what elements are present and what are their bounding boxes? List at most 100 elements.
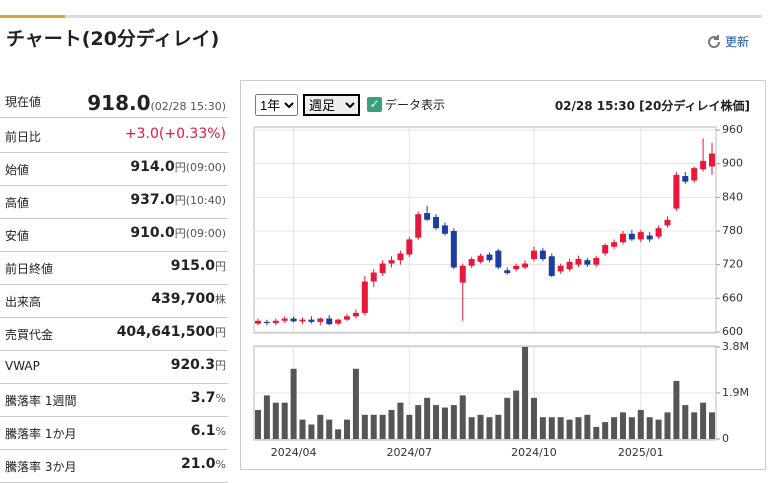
row-value: 937.0 [130, 192, 175, 208]
plot-frame [253, 126, 717, 334]
volume-bar [370, 414, 377, 439]
candle-body [370, 272, 377, 282]
volume-bar [326, 419, 333, 439]
candle-body [397, 253, 404, 261]
candle-body [290, 318, 297, 322]
row-value: 6.1 [190, 423, 216, 439]
refresh-icon [708, 34, 721, 48]
volume-bar [433, 405, 440, 439]
volume-bar [664, 412, 671, 439]
volume-bar [602, 422, 609, 439]
volume-bar [530, 397, 537, 439]
volume-bar [646, 417, 653, 439]
interval-select[interactable]: 週足 [303, 94, 360, 116]
candle-body [441, 225, 448, 234]
x-tick-label: 2024/07 [386, 446, 432, 459]
row-unit: 円 [174, 161, 186, 174]
y-tick-label: 960 [722, 123, 743, 136]
quote-row: 高値 937.0円(10:40) [0, 185, 228, 219]
volume-bar [557, 417, 564, 439]
refresh-button[interactable]: 更新 [706, 33, 749, 50]
row-value: +3.0(+0.33%) [124, 126, 226, 142]
candle-body [700, 160, 707, 170]
row-value-group: 937.0円(10:40) [130, 192, 226, 208]
row-unit: % [215, 425, 226, 438]
row-label: 高値 [5, 196, 30, 210]
volume-bar [388, 409, 395, 439]
volume-bar [575, 417, 582, 439]
period-select[interactable]: 1年 [255, 94, 298, 116]
row-value-group: 6.1% [191, 423, 226, 439]
quote-row: 出来高 439,700株 [0, 284, 228, 318]
candle-body [272, 320, 279, 324]
candle-body [566, 261, 573, 270]
row-unit: 円 [174, 194, 186, 207]
row-value-group: 439,700株 [151, 291, 226, 307]
candle-body [335, 319, 342, 324]
y-tick-label: 900 [722, 157, 743, 170]
volume-bar [272, 402, 279, 439]
quote-row: 安値 910.0円(09:00) [0, 218, 228, 252]
data-toggle[interactable]: ✓ データ表示 [367, 96, 445, 113]
candle-body [575, 259, 582, 265]
volume-bar [655, 419, 662, 439]
row-value-group: +3.0(+0.33%) [125, 126, 226, 142]
candle-body [602, 245, 609, 254]
volume-bar [424, 397, 431, 439]
volume-bar [628, 417, 635, 439]
quote-row: 前日比 +3.0(+0.33%) [0, 119, 228, 153]
candle-body [495, 250, 502, 268]
volume-bar [308, 424, 315, 439]
row-label: 現在値 [5, 95, 42, 109]
quote-row: VWAP 920.3円 [0, 350, 228, 384]
x-tick-label: 2025/01 [618, 446, 664, 459]
volume-bar [255, 409, 261, 439]
candle-body [317, 318, 324, 322]
row-label: VWAP [5, 359, 40, 373]
volume-bar [513, 390, 520, 439]
candle-body [433, 216, 440, 229]
row-value: 439,700 [151, 291, 215, 307]
x-tick-label: 2024/04 [271, 446, 317, 459]
volume-bar [397, 402, 404, 439]
candle-body [682, 176, 689, 182]
volume-bar [682, 405, 689, 439]
candle-body [513, 265, 520, 270]
y-tick-label: 600 [722, 325, 743, 338]
row-value-group: 3.7% [191, 390, 226, 406]
volume-bar [611, 417, 618, 439]
candle-body [379, 263, 386, 274]
candle-body [263, 321, 270, 324]
candle-body [344, 316, 351, 320]
volume-bar [495, 414, 502, 439]
candle-body [548, 256, 555, 276]
data-toggle-label: データ表示 [385, 98, 446, 112]
page: チャート(20分ディレイ) 更新 現在値 918.0(02/28 15:30) 前日… [0, 15, 766, 483]
candle-body [691, 168, 698, 181]
chart: 600 660 720 780 840 900 960 0 1.9M 3.8M 2024/04 202… [253, 123, 749, 459]
volume-bar [584, 414, 591, 439]
candle-body [415, 214, 422, 238]
candle-body [655, 228, 662, 237]
row-note: (09:00) [185, 161, 226, 174]
quote-row: 前日終値 915.0円 [0, 251, 228, 285]
candle-body [255, 320, 261, 324]
volume-bar [504, 397, 511, 439]
volume-bar [415, 405, 422, 439]
row-label: 前日比 [5, 130, 42, 144]
row-value: 914.0 [130, 159, 175, 175]
row-note: (09:00) [185, 227, 226, 240]
candle-body [637, 232, 644, 240]
row-value: 910.0 [130, 225, 175, 241]
volume-bar [352, 368, 359, 439]
candle-body [530, 250, 537, 260]
row-value: 920.3 [170, 357, 215, 373]
row-label: 出来高 [5, 295, 42, 309]
volume-bar [441, 407, 448, 439]
volume-bar [637, 409, 644, 439]
candle-body [424, 213, 431, 220]
candle-body [406, 239, 413, 255]
volume-bar [477, 414, 484, 439]
candle-body [486, 254, 493, 261]
row-value-group: 914.0円(09:00) [130, 159, 226, 175]
